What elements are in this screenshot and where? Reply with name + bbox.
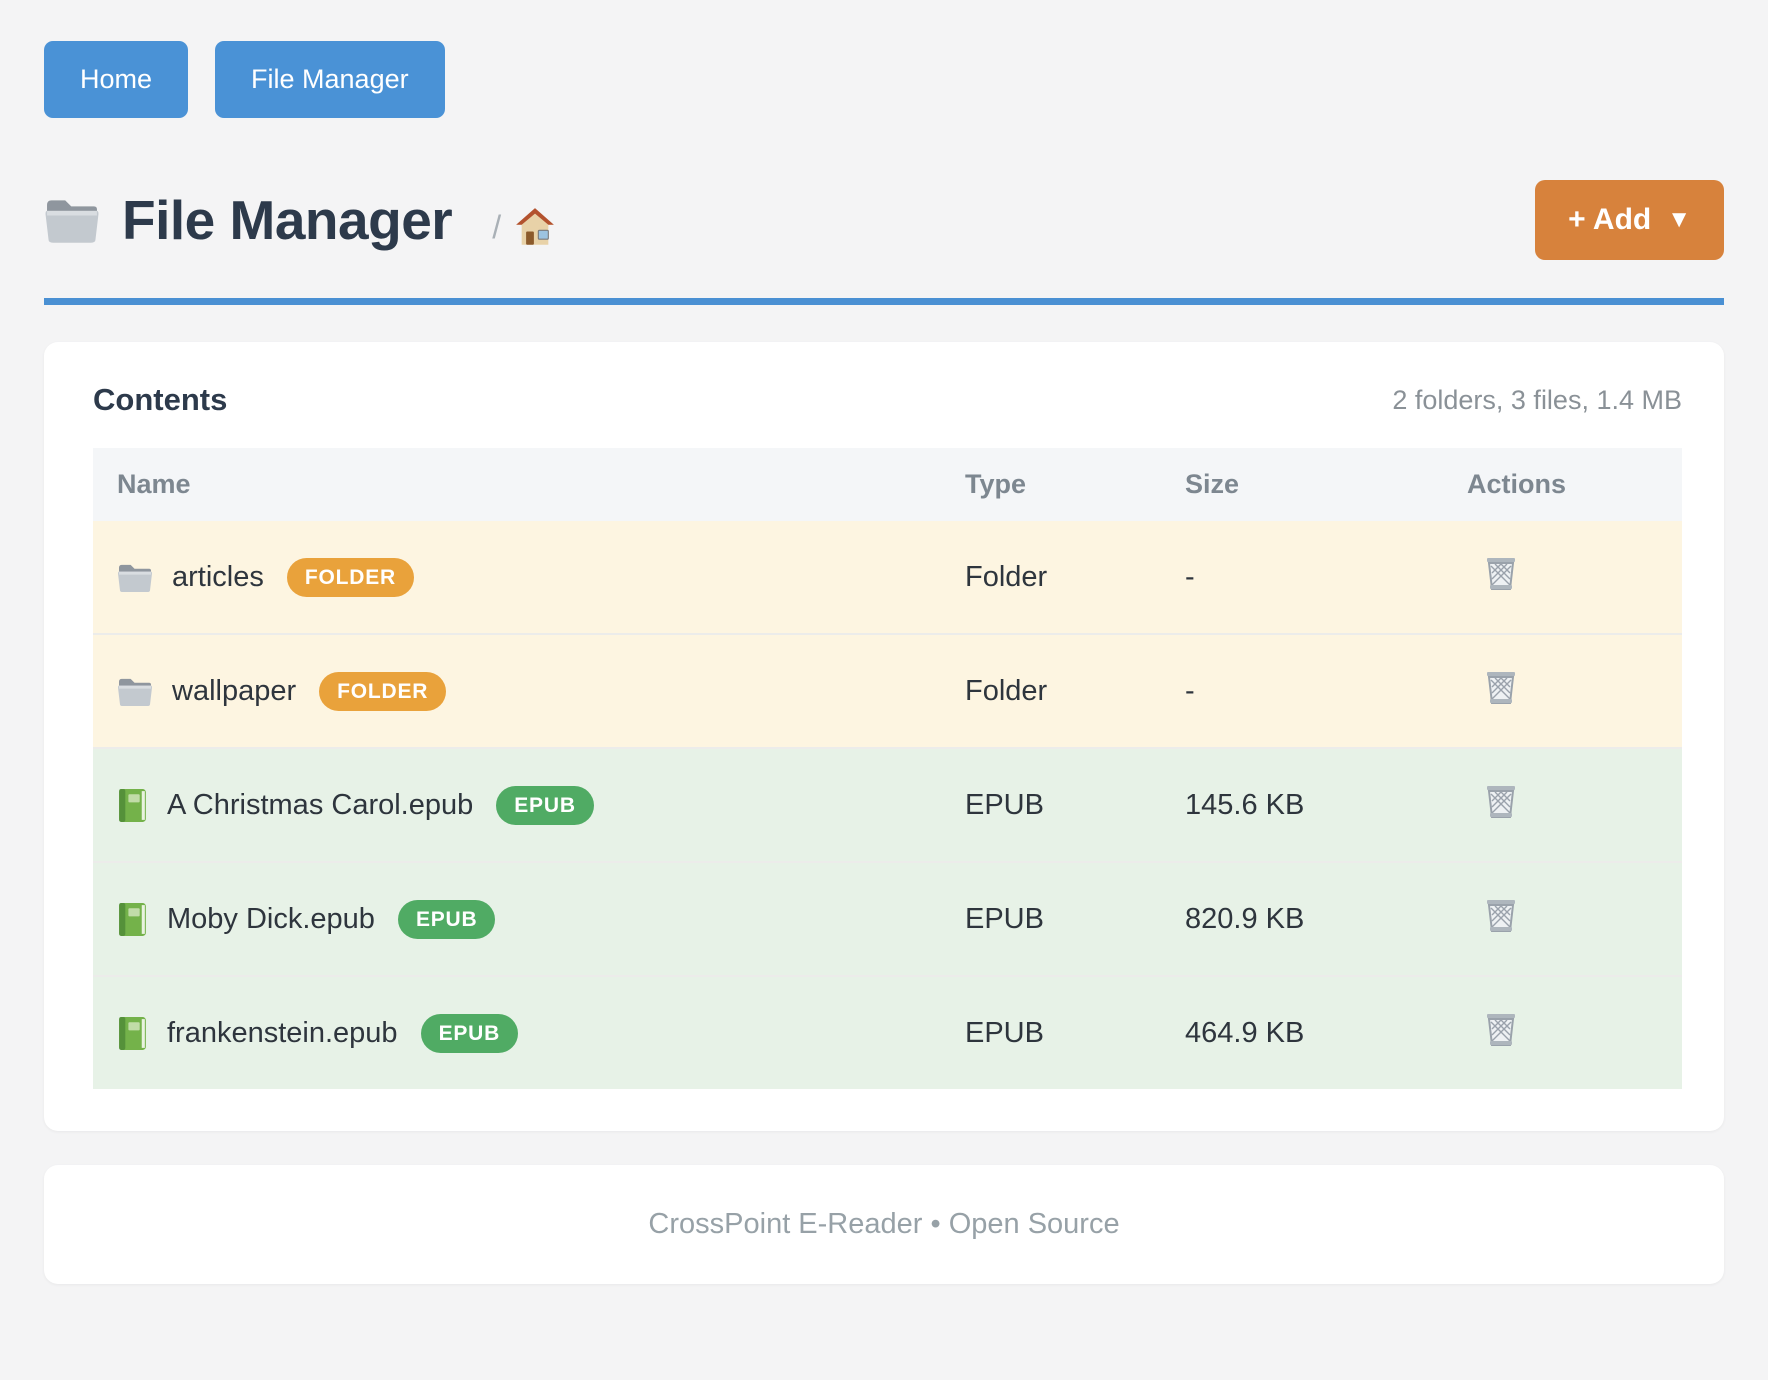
trash-icon [1483, 1011, 1519, 1048]
size-cell: 145.6 KB [1185, 788, 1305, 821]
nav-home-button[interactable]: Home [44, 41, 189, 118]
type-badge: EPUB [397, 899, 496, 939]
book-icon [117, 787, 148, 824]
size-cell: - [1185, 560, 1195, 593]
chevron-down-icon: ▼ [1667, 206, 1691, 233]
table-row: A Christmas Carol.epub EPUB EPUB 145.6 K… [93, 747, 1682, 861]
type-badge: EPUB [420, 1013, 519, 1053]
top-nav: Home File Manager [44, 41, 1724, 118]
table-row: wallpaper FOLDER Folder - [93, 633, 1682, 747]
table-row: articles FOLDER Folder - [93, 521, 1682, 633]
delete-button[interactable] [1483, 669, 1519, 706]
contents-card-header: Contents 2 folders, 3 files, 1.4 MB [93, 382, 1682, 418]
type-cell: EPUB [965, 1016, 1044, 1049]
trash-icon [1483, 783, 1519, 820]
delete-button[interactable] [1483, 897, 1519, 934]
page: Home File Manager File Manager / + Add ▼… [44, 41, 1724, 1284]
type-badge: FOLDER [319, 671, 447, 711]
delete-button[interactable] [1483, 555, 1519, 592]
delete-button[interactable] [1483, 1011, 1519, 1048]
breadcrumb-separator: / [492, 208, 502, 245]
add-button-label: + Add [1568, 203, 1652, 236]
type-cell: Folder [965, 560, 1048, 593]
contents-summary: 2 folders, 3 files, 1.4 MB [1392, 384, 1682, 415]
column-header-actions: Actions [1467, 469, 1567, 499]
file-name-link[interactable]: A Christmas Carol.epub [167, 788, 474, 821]
column-header-type: Type [965, 469, 1027, 499]
home-icon[interactable] [515, 207, 555, 247]
file-name-link[interactable]: Moby Dick.epub [167, 902, 375, 935]
size-cell: 464.9 KB [1185, 1016, 1305, 1049]
contents-heading: Contents [93, 382, 228, 417]
file-table: Name Type Size Actions articles FOLDER F… [93, 448, 1682, 1089]
footer-card: CrossPoint E-Reader • Open Source [44, 1165, 1724, 1284]
file-name-link[interactable]: frankenstein.epub [167, 1016, 398, 1049]
table-body: articles FOLDER Folder - [93, 521, 1682, 1089]
page-title: File Manager [122, 189, 453, 251]
trash-icon [1483, 669, 1519, 706]
page-header: File Manager / + Add ▼ [44, 180, 1724, 260]
trash-icon [1483, 897, 1519, 934]
type-badge: EPUB [496, 785, 594, 825]
file-name-link[interactable]: articles [172, 560, 264, 593]
delete-button[interactable] [1483, 783, 1519, 820]
folder-icon [44, 194, 100, 246]
type-cell: EPUB [965, 788, 1044, 821]
breadcrumb: / [492, 207, 555, 247]
footer-text: CrossPoint E-Reader • Open Source [648, 1208, 1120, 1240]
table-row: Moby Dick.epub EPUB EPUB 820.9 KB [93, 861, 1682, 975]
table-row: frankenstein.epub EPUB EPUB 464.9 KB [93, 975, 1682, 1089]
nav-file-manager-button[interactable]: File Manager [215, 41, 445, 118]
column-header-name: Name [117, 469, 191, 499]
add-button[interactable]: + Add ▼ [1535, 180, 1724, 260]
contents-card: Contents 2 folders, 3 files, 1.4 MB Name… [44, 342, 1724, 1131]
title-wrap: File Manager / [44, 188, 555, 252]
title-rule [44, 298, 1724, 305]
size-cell: 820.9 KB [1185, 902, 1305, 935]
table-header-row: Name Type Size Actions [93, 448, 1682, 521]
type-cell: Folder [965, 674, 1048, 707]
column-header-size: Size [1185, 469, 1240, 499]
folder-icon [117, 675, 153, 708]
trash-icon [1483, 555, 1519, 592]
type-cell: EPUB [965, 902, 1044, 935]
folder-icon [117, 561, 153, 594]
book-icon [117, 901, 148, 938]
type-badge: FOLDER [286, 557, 414, 597]
book-icon [117, 1015, 148, 1052]
size-cell: - [1185, 674, 1195, 707]
file-name-link[interactable]: wallpaper [172, 674, 297, 707]
